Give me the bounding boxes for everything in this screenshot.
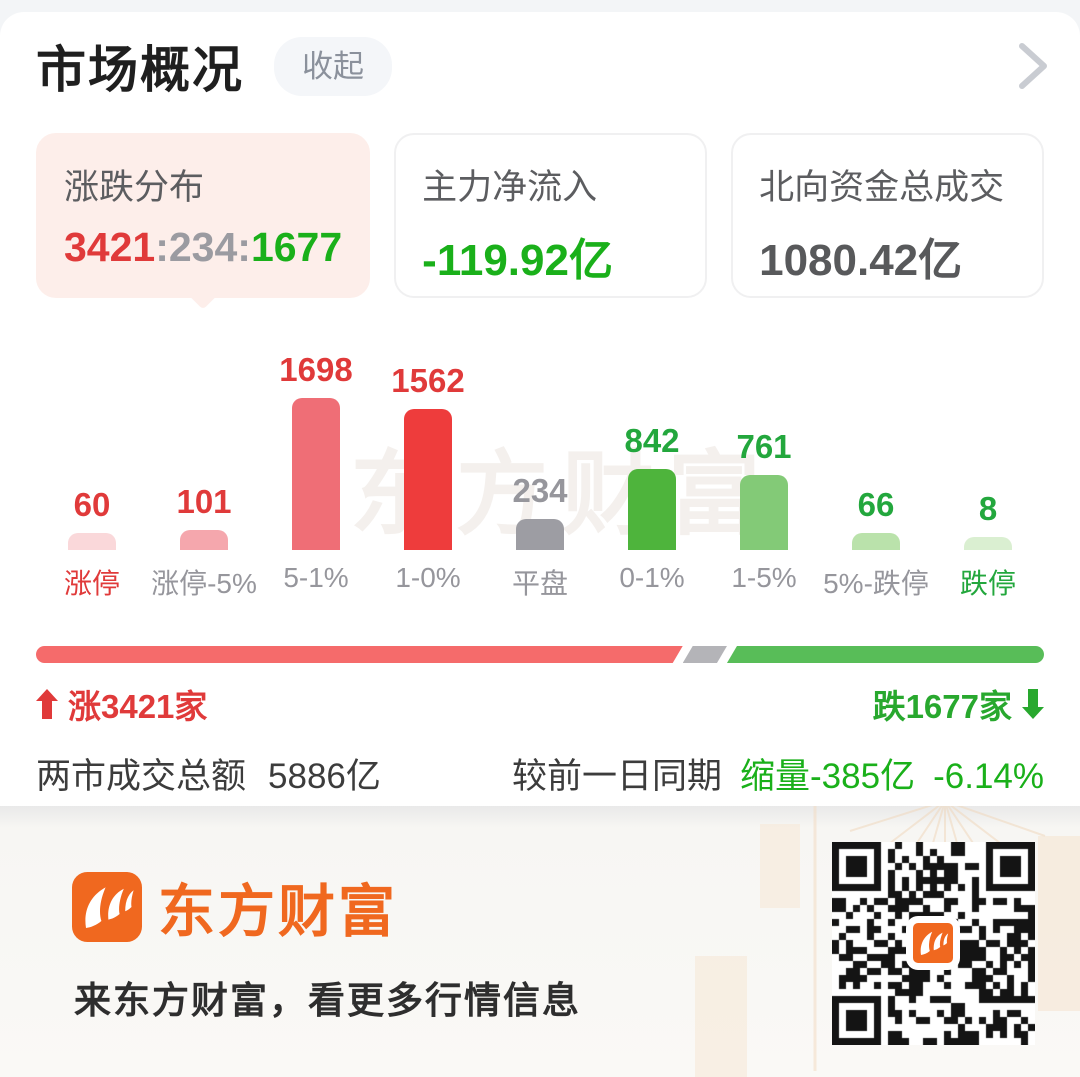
eastmoney-logo-icon — [72, 872, 142, 942]
turnover-label: 两市成交总额 — [36, 757, 247, 796]
bar-value-label: 66 — [857, 486, 895, 523]
advance-decline-counts: 涨3421家 跌1677家 — [36, 680, 1044, 728]
card-tail — [187, 278, 219, 310]
bar-category-label: 5-1% — [283, 562, 349, 593]
bar — [964, 537, 1012, 550]
up-arrow-icon — [36, 689, 58, 719]
turnover-stats: 两市成交总额 5886亿 较前一日同期 缩量-385亿 -6.14% — [36, 748, 1044, 799]
ratio-separator: : — [155, 224, 169, 270]
bar-value-label: 101 — [176, 483, 232, 520]
distribution-card[interactable]: 涨跌分布 3421:234:1677 — [36, 133, 371, 310]
qr-center-logo-icon — [906, 916, 960, 970]
up-count: 3421 — [64, 224, 156, 270]
bar-category-label: 涨停-5% — [151, 568, 257, 599]
main-inflow-value: -119.92亿 — [422, 236, 613, 285]
bar-category-label: 平盘 — [511, 568, 568, 599]
compare-label: 较前一日同期 — [512, 757, 723, 796]
bar — [628, 469, 676, 550]
bar-category-label: 1-5% — [731, 562, 797, 593]
advancers-label: 涨3421家 — [68, 688, 208, 725]
qr-code — [831, 841, 1035, 1045]
bar — [740, 475, 788, 550]
promo-footer: 东方财富 来东方财富，看更多行情信息 — [0, 806, 1080, 1077]
bar-category-label: 1-0% — [395, 562, 461, 593]
bar-category-label: 跌停 — [959, 568, 1016, 599]
bar-value-label: 1698 — [279, 351, 353, 388]
bar-value-label: 842 — [624, 422, 680, 459]
collapse-button[interactable]: 收起 — [274, 36, 392, 96]
bar — [68, 533, 116, 550]
bar-categories: 涨停 涨停-5% 5-1% 1-0% 平盘 0-1% 1-5% 5%-跌停 跌停 — [36, 562, 1044, 602]
brand-row: 东方财富 — [72, 866, 398, 948]
bar-value-label: 60 — [73, 486, 111, 523]
bar-column: 761 — [708, 330, 820, 550]
bar-column: 60 — [36, 330, 148, 550]
advancers-segment — [36, 646, 683, 663]
market-overview-panel: 市场概况 收起 涨跌分布 3421:234:1677 主力净流入 -119.92… — [0, 12, 1080, 806]
flat-segment — [683, 646, 727, 663]
ratio-separator: : — [237, 224, 251, 270]
down-count: 1677 — [250, 224, 343, 270]
bar — [852, 533, 900, 550]
main-inflow-title: 主力净流入 — [422, 168, 598, 207]
header: 市场概况 收起 — [36, 34, 1050, 98]
bar — [516, 519, 564, 550]
bar-value-label: 234 — [512, 472, 568, 509]
brand-name: 东方财富 — [158, 880, 398, 944]
decliners-segment — [726, 646, 1044, 663]
turnover-value: 5886亿 — [268, 757, 381, 796]
distribution-ratio: 3421:234:1677 — [64, 224, 342, 271]
bar — [180, 530, 228, 550]
bar-column: 1562 — [372, 330, 484, 550]
advancers-count: 涨3421家 — [36, 680, 207, 728]
volume-change-pct: -6.14% — [933, 757, 1044, 796]
total-turnover: 两市成交总额 5886亿 — [36, 748, 403, 799]
bar — [404, 409, 452, 550]
turnover-comparison: 较前一日同期 缩量-385亿 -6.14% — [494, 748, 1044, 799]
footer-tagline: 来东方财富，看更多行情信息 — [74, 980, 581, 1021]
down-arrow-icon — [1022, 689, 1044, 719]
volume-change: 缩量-385亿 — [740, 757, 916, 796]
distribution-card-title: 涨跌分布 — [64, 168, 205, 207]
bar-chart: 60 101 1698 1562 234 842 761 66 8 — [36, 330, 1044, 550]
bar-column: 234 — [484, 330, 596, 550]
page-title: 市场概况 — [36, 42, 244, 98]
northbound-card[interactable]: 北向资金总成交 1080.42亿 — [731, 133, 1045, 298]
bar-category-label: 0-1% — [619, 562, 685, 593]
main-inflow-card[interactable]: 主力净流入 -119.92亿 — [394, 133, 708, 298]
bar-column: 8 — [932, 330, 1044, 550]
chevron-right-icon[interactable] — [1016, 40, 1050, 92]
bar-column: 66 — [820, 330, 932, 550]
bar-category-label: 5%-跌停 — [823, 568, 929, 599]
northbound-title: 北向资金总成交 — [759, 168, 1005, 207]
bar — [292, 398, 340, 550]
summary-cards: 涨跌分布 3421:234:1677 主力净流入 -119.92亿 北向资金总成… — [36, 133, 1045, 310]
bar-value-label: 761 — [736, 428, 792, 465]
bar-column: 1698 — [260, 330, 372, 550]
decliners-label: 跌1677家 — [872, 688, 1012, 725]
bar-category-label: 涨停 — [63, 568, 120, 599]
northbound-value: 1080.42亿 — [759, 236, 963, 285]
advance-decline-bar — [36, 646, 1044, 663]
decliners-count: 跌1677家 — [873, 680, 1044, 728]
bar-column: 101 — [148, 330, 260, 550]
flat-count: 234 — [168, 224, 238, 270]
bar-column: 842 — [596, 330, 708, 550]
bar-value-label: 8 — [978, 490, 998, 527]
bar-value-label: 1562 — [391, 362, 465, 399]
